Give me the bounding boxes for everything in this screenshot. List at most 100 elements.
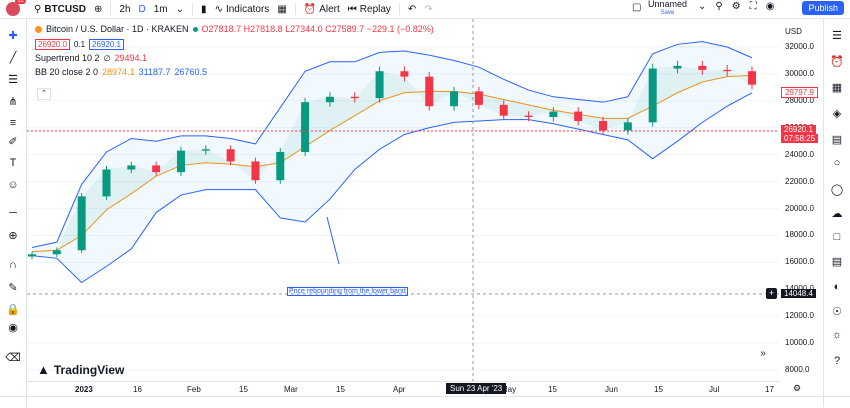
eye-icon[interactable]: ◉ <box>8 322 18 334</box>
chat-icon[interactable]: ○ <box>833 157 841 169</box>
sell-price-button[interactable]: 26920.0 <box>35 38 70 50</box>
time-tick-label: 2023 <box>75 385 93 394</box>
legend-collapse-button[interactable]: ⌃ <box>37 88 51 100</box>
brush-icon[interactable]: ✐ <box>8 136 18 148</box>
bb-lower-line <box>31 92 753 284</box>
publish-button[interactable]: Publish <box>802 1 844 15</box>
alert-button[interactable]: ⏰ Alert <box>304 4 340 15</box>
cloud-icon[interactable]: ☁ <box>831 208 843 220</box>
divider <box>294 3 296 15</box>
ohlc-values: O27818.7 H27818.8 L27344.0 C27589.7 −229… <box>201 24 434 34</box>
candle-body <box>549 111 558 117</box>
time-axis[interactable]: 2023 16 Feb 15 Mar 15 Apr May 15 Jun 15 Jul 17 <box>27 381 780 395</box>
candle-body <box>524 115 533 117</box>
bb-label: BB 20 close 2 0 <box>35 67 99 77</box>
candle-body <box>375 71 384 99</box>
legend-bb-row[interactable]: BB 20 close 2 0 28974.1 31187.7 26760.5 <box>35 65 434 79</box>
compare-button[interactable]: ⊕ <box>94 4 102 15</box>
zoom-icon[interactable]: ⊕ <box>8 230 18 242</box>
text-icon[interactable]: T <box>9 157 17 169</box>
candle-body <box>623 122 632 131</box>
fullscreen-icon[interactable]: ⛶ <box>749 1 757 12</box>
fib-icon[interactable]: ≡ <box>9 117 17 129</box>
legend-supertrend-row[interactable]: Supertrend 10 2 ∅ 29494.1 <box>35 51 434 65</box>
divider <box>110 3 112 15</box>
user-avatar[interactable]: 12 <box>6 0 26 16</box>
quick-search-icon[interactable]: ⚲ <box>715 1 723 12</box>
price-tick-label: 32000.0 <box>785 42 814 51</box>
time-tick-label: Jun <box>605 385 618 394</box>
signal-icon[interactable]: ☉ <box>832 306 842 318</box>
indicators-label: Indicators <box>225 3 270 15</box>
crosshair-add-button[interactable]: + <box>766 288 777 299</box>
right-sidebar: ☰ ⏰ ▦ ◈ ▤ ○ ◯ ☁ □ ▤ ◐ ☉ ☼ ? <box>823 19 850 407</box>
buy-price-button[interactable]: 26920.1 <box>89 38 124 50</box>
top-toolbar: 12 ⚲ BTCUSD ⊕ 2h D 1m ⌄ ▮ ∿ Indicators ▦… <box>0 0 850 19</box>
crosshair-date-tag: Sun 23 Apr '23 <box>446 383 507 394</box>
layout-button[interactable]: ▢ <box>632 2 641 13</box>
light-bulb-icon[interactable]: ☼ <box>831 329 843 341</box>
axis-settings-icon[interactable]: ⚙ <box>793 383 802 393</box>
interval-2h[interactable]: 2h <box>119 3 131 15</box>
candle-body <box>77 196 86 251</box>
help-icon[interactable]: ? <box>833 355 841 367</box>
chart-canvas[interactable] <box>27 19 779 381</box>
price-tick-label: 18000.0 <box>785 230 814 240</box>
messages-icon[interactable]: □ <box>833 231 841 243</box>
redo-button[interactable]: ↷ <box>424 4 432 15</box>
ideas-icon[interactable]: ◯ <box>830 184 844 196</box>
candle-body <box>152 165 161 173</box>
alerts-clock-icon[interactable]: ⏰ <box>830 56 844 68</box>
currency-label: USD <box>785 27 802 36</box>
chevron-down-icon[interactable]: ⌄ <box>698 1 707 12</box>
crosshair-icon[interactable]: ✚ <box>8 30 18 42</box>
emoji-icon[interactable]: ☺ <box>7 179 19 191</box>
symbol-search[interactable]: ⚲ BTCUSD <box>34 4 86 15</box>
templates-button[interactable]: ▦ <box>277 4 286 15</box>
ruler-icon[interactable]: ─ <box>9 207 17 219</box>
time-tick-label: 15 <box>654 385 663 394</box>
price-chart[interactable] <box>27 19 779 381</box>
pitchfork-icon[interactable]: ⋔ <box>8 96 18 108</box>
chart-type-button[interactable]: ▮ <box>201 4 207 15</box>
interval-dropdown[interactable]: ⌄ <box>176 4 184 15</box>
candle-body <box>325 96 334 103</box>
horizontal-lines-icon[interactable]: ☰ <box>8 74 18 86</box>
trash-icon[interactable]: ⌫ <box>5 352 21 364</box>
trend-line-icon[interactable]: ╱ <box>9 52 17 64</box>
time-tick-label: 17 <box>765 385 774 394</box>
gear-icon[interactable]: ⚙ <box>731 1 741 12</box>
lock-drawing-icon[interactable]: ✎ <box>8 282 18 294</box>
chart-annotation[interactable]: Price rebounding from the lower band <box>287 287 408 296</box>
replay-button[interactable]: ⏮ Replay <box>348 4 391 15</box>
layout-name[interactable]: Unnamed Save <box>648 0 687 18</box>
news-icon[interactable]: ▤ <box>831 256 843 268</box>
candle-body <box>450 91 459 107</box>
watchlist-icon[interactable]: ☰ <box>832 30 842 42</box>
symbol-label: BTCUSD <box>44 3 86 15</box>
undo-icon: ↶ <box>407 3 417 15</box>
bottom-panel <box>0 396 850 408</box>
annotation-arrow <box>326 216 340 265</box>
tradingview-wordmark: TradingView <box>53 362 125 377</box>
tradingview-logo: ▲ TradingView <box>37 362 124 377</box>
price-axis[interactable]: USD 32000.030000.028000.026000.024000.02… <box>780 19 824 381</box>
scroll-to-realtime-button[interactable]: » <box>756 347 770 361</box>
calendar-icon[interactable]: ▤ <box>831 134 843 146</box>
hotlist-icon[interactable]: ◈ <box>832 108 842 120</box>
bar-countdown-tag: 07:58:25 <box>781 134 819 143</box>
streams-icon[interactable]: ◐ <box>833 281 841 293</box>
lock-icon[interactable]: 🔒 <box>6 304 20 316</box>
data-window-icon[interactable]: ▦ <box>831 82 843 94</box>
indicators-button[interactable]: ∿ Indicators <box>215 4 270 15</box>
double-chevron-right-icon: » <box>760 348 766 359</box>
search-icon: ⚲ <box>34 3 42 15</box>
interval-1m[interactable]: 1m <box>153 3 168 15</box>
magnet-icon[interactable]: ∩ <box>9 259 17 271</box>
interval-d[interactable]: D <box>138 3 146 15</box>
time-tick-label: 16 <box>133 385 142 394</box>
candle-body <box>400 71 409 77</box>
candle-body <box>28 254 36 257</box>
camera-icon[interactable]: ◉ <box>765 1 775 12</box>
undo-button[interactable]: ↶ <box>408 4 416 15</box>
